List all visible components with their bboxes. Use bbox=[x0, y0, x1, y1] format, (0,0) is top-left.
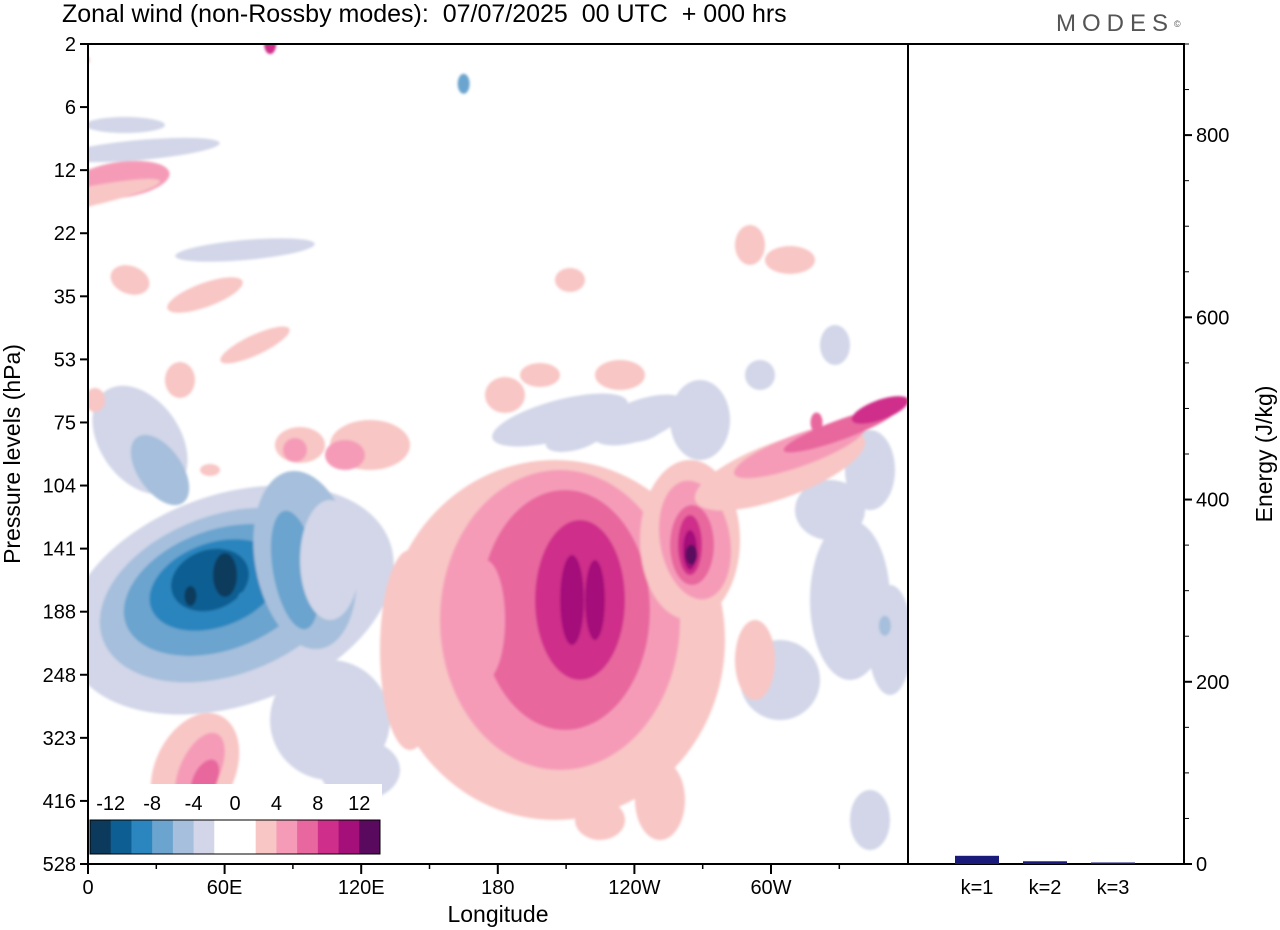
energy-axis-title: Energy (J/kg) bbox=[1251, 386, 1277, 523]
x-tick-label: 60W bbox=[750, 877, 791, 899]
y-tick-label: 323 bbox=[43, 728, 76, 750]
x-tick-label: 0 bbox=[82, 877, 93, 899]
bar-category-label: k=1 bbox=[961, 877, 994, 899]
colorbar-swatch bbox=[110, 820, 132, 854]
contour-core-8 bbox=[264, 44, 277, 54]
x-axis-title: Longitude bbox=[447, 901, 548, 927]
contour-core-7 bbox=[810, 412, 823, 433]
colorbar-swatch bbox=[214, 820, 236, 854]
colorbar-swatch bbox=[359, 820, 381, 854]
y-tick-label: 188 bbox=[43, 602, 76, 624]
colorbar-swatch bbox=[297, 820, 319, 854]
energy-bar-k=1 bbox=[955, 855, 999, 864]
colorbar-label: -12 bbox=[96, 793, 125, 815]
energy-tick-label: 200 bbox=[1196, 672, 1229, 694]
y-tick-label: 416 bbox=[43, 791, 76, 813]
chart-title: Zonal wind (non-Rossby modes): 07/07/202… bbox=[62, 0, 787, 28]
y-tick-label: 22 bbox=[54, 223, 76, 245]
colorbar-label: 12 bbox=[348, 793, 370, 815]
colorbar-swatch bbox=[255, 820, 277, 854]
contour-core-4 bbox=[487, 626, 500, 647]
colorbar-swatch bbox=[276, 820, 298, 854]
y-axis-title: Pressure levels (hPa) bbox=[0, 344, 25, 564]
y-tick-label: 75 bbox=[54, 412, 76, 434]
colorbar-swatch bbox=[131, 820, 153, 854]
energy-tick-label: 400 bbox=[1196, 490, 1229, 512]
colorbar-label: -4 bbox=[185, 793, 203, 815]
colorbar: -12 -8 -4 0 4 8 12 bbox=[88, 784, 382, 856]
y-tick-label: 12 bbox=[54, 160, 76, 182]
colorbar-swatch bbox=[152, 820, 174, 854]
colorbar-swatch bbox=[90, 820, 112, 854]
y-tick-label: 141 bbox=[43, 539, 76, 561]
bar-category-label: k=3 bbox=[1097, 877, 1130, 899]
colorbar-label: 8 bbox=[312, 793, 323, 815]
energy-tick-label: 800 bbox=[1196, 125, 1229, 147]
colorbar-swatch bbox=[338, 820, 360, 854]
x-tick-label: 120E bbox=[338, 877, 385, 899]
brand-text: MODES bbox=[1056, 10, 1175, 37]
contour-core-9 bbox=[457, 73, 470, 94]
brand-logo: MODES© bbox=[1056, 10, 1181, 38]
y-tick-label: 248 bbox=[43, 665, 76, 687]
y-tick-label: 53 bbox=[54, 349, 76, 371]
colorbar-label: 0 bbox=[229, 793, 240, 815]
x-tick-label: 120W bbox=[608, 877, 660, 899]
colorbar-swatch bbox=[172, 820, 195, 854]
y-tick-label: 528 bbox=[43, 854, 76, 876]
colorbar-swatch bbox=[235, 820, 257, 854]
contour-core-0 bbox=[184, 585, 197, 606]
energy-tick-label: 600 bbox=[1196, 307, 1229, 329]
energy-bar-k=3 bbox=[1091, 862, 1135, 864]
contour-core-1 bbox=[236, 592, 249, 613]
contour-core-10 bbox=[878, 615, 891, 636]
contour-core-6 bbox=[685, 544, 698, 565]
energy-axes: 0 200 400 600 800 k=1 k=2 k=3 bbox=[907, 43, 1229, 899]
y-tick-label: 6 bbox=[65, 97, 76, 119]
energy-tick-label: 0 bbox=[1196, 854, 1207, 876]
brand-mark: © bbox=[1174, 19, 1181, 29]
colorbar-swatch bbox=[193, 820, 215, 854]
colorbar-label: -8 bbox=[143, 793, 161, 815]
energy-bar-k=2 bbox=[1023, 861, 1067, 864]
y-tick-label: 104 bbox=[43, 476, 76, 498]
colorbar-label: 4 bbox=[271, 793, 282, 815]
contour-field bbox=[88, 44, 908, 850]
x-tick-label: 180 bbox=[481, 877, 514, 899]
contour-core-2 bbox=[286, 552, 299, 573]
colorbar-swatch bbox=[317, 820, 340, 854]
x-tick-label: 60E bbox=[207, 877, 243, 899]
bar-category-label: k=2 bbox=[1029, 877, 1062, 899]
contour-core-5 bbox=[564, 615, 577, 636]
y-tick-label: 35 bbox=[54, 286, 76, 308]
y-tick-label: 2 bbox=[65, 34, 76, 56]
